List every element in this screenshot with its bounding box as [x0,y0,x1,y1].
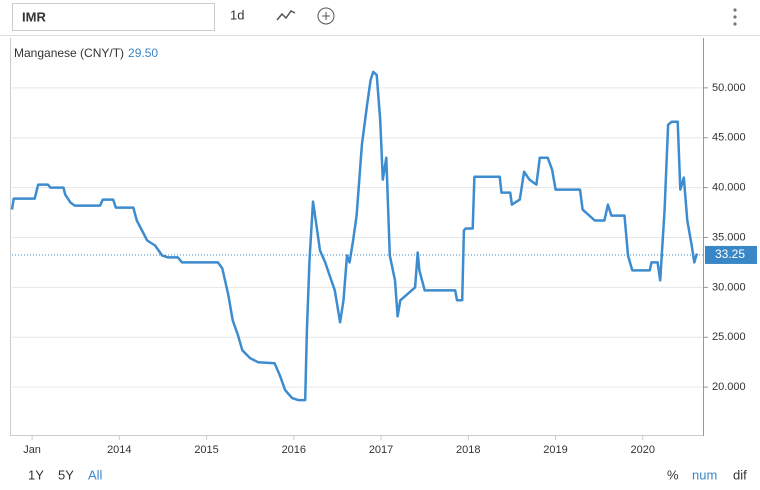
add-icon[interactable] [317,7,335,25]
x-tick-label: Jan [23,444,41,456]
y-tick-label: 30.000 [712,281,746,293]
y-tick-label: 35.000 [712,231,746,243]
symbol-input[interactable] [12,3,215,31]
last-value-box [705,245,757,264]
y-tick-label: 25.000 [712,331,746,343]
y-tick-label: 45.000 [712,132,746,144]
x-tick-label: 2014 [107,444,131,456]
x-tick-label: 2016 [282,444,306,456]
last-value-label: 33.25 [715,247,745,261]
x-tick-label: 2015 [194,444,218,456]
menu-icon[interactable] [733,8,737,26]
y-tick-label: 20.000 [712,381,746,393]
range-button[interactable]: All [88,467,103,482]
mode-button[interactable]: % [667,467,679,482]
add-icon-plus [322,12,330,20]
interval-button[interactable]: 1d [230,7,244,22]
x-tick-label: 2019 [543,444,567,456]
range-button[interactable]: 1Y [28,467,44,482]
mode-button[interactable]: dif [733,467,747,482]
price-line [10,70,699,402]
x-tick-label: 2017 [369,444,393,456]
chart-type-icon[interactable] [276,10,296,21]
title-value: 29.50 [128,46,158,60]
symbol-text: IMR [22,9,46,24]
chart-title: Manganese (CNY/T) [14,46,124,60]
range-button[interactable]: 5Y [58,467,74,482]
y-tick-label: 50.000 [712,82,746,94]
mode-button[interactable]: num [692,467,717,482]
x-tick-label: 2020 [631,444,655,456]
y-tick-label: 40.000 [712,182,746,194]
x-tick-label: 2018 [456,444,480,456]
